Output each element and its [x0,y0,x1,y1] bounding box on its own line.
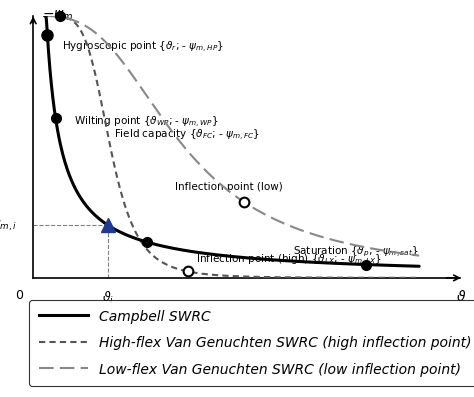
Text: Inflection point (high) {$\vartheta_{LX}$; - $\psi_{m,LX}$}: Inflection point (high) {$\vartheta_{LX}… [196,253,382,268]
Text: $\vartheta_i$: $\vartheta_i$ [102,290,114,306]
Text: Hygroscopic point {$\vartheta_r$; - $\psi_{m,HP}$}: Hygroscopic point {$\vartheta_r$; - $\ps… [62,40,224,55]
Text: $- \psi_{m,i}$: $- \psi_{m,i}$ [0,218,17,233]
Text: Inflection point (low): Inflection point (low) [175,183,283,193]
Text: 0: 0 [15,289,23,302]
Text: Field capacity {$\vartheta_{FC}$; - $\psi_{m,FC}$}: Field capacity {$\vartheta_{FC}$; - $\ps… [114,128,260,143]
Text: $- \psi_m$: $- \psi_m$ [42,8,74,23]
Text: $\vartheta$: $\vartheta$ [456,289,466,304]
Legend: Campbell SWRC, High-flex Van Genuchten SWRC (high inflection point), Low-flex Va: Campbell SWRC, High-flex Van Genuchten S… [29,300,474,386]
Text: Saturation {$\vartheta_{p}$; - $\psi_{m,sat}$}: Saturation {$\vartheta_{p}$; - $\psi_{m,… [293,244,419,258]
Text: Wilting point {$\vartheta_{WP}$; - $\psi_{m,WP}$}: Wilting point {$\vartheta_{WP}$; - $\psi… [74,115,219,130]
